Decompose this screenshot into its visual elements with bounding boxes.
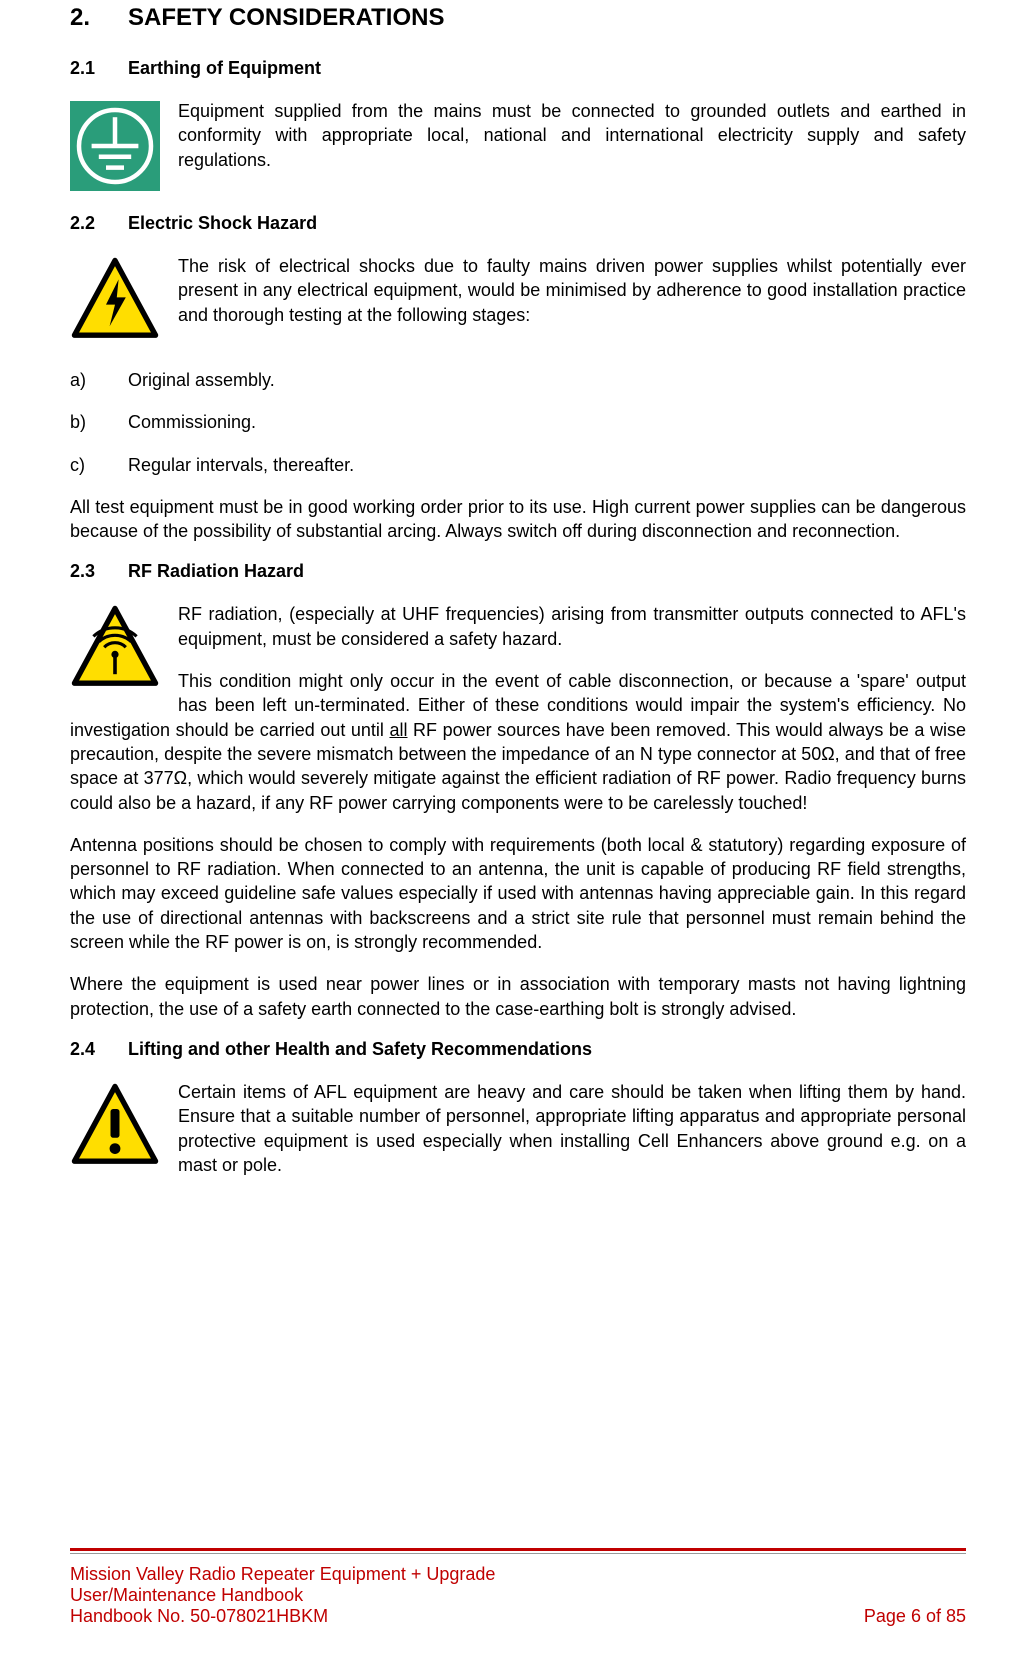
footer-rule-light <box>70 1553 966 1554</box>
heading-number: 2. <box>70 4 128 32</box>
shock-hazard-warning-icon <box>70 256 160 346</box>
list-item-a: a)Original assembly. <box>70 368 966 392</box>
subheading-title: Lifting and other Health and Safety Reco… <box>128 1039 592 1059</box>
s3-paragraph-3: Antenna positions should be chosen to co… <box>70 833 966 954</box>
subsection-heading-2-3: 2.3RF Radiation Hazard <box>70 561 966 582</box>
subheading-number: 2.2 <box>70 213 128 234</box>
subheading-number: 2.3 <box>70 561 128 582</box>
footer-rule-heavy <box>70 1548 966 1551</box>
subheading-title: Electric Shock Hazard <box>128 213 317 233</box>
subheading-title: RF Radiation Hazard <box>128 561 304 581</box>
footer-page-number: Page 6 of 85 <box>864 1606 966 1627</box>
s4-paragraph: Certain items of AFL equipment are heavy… <box>70 1080 966 1177</box>
list-item-c: c)Regular intervals, thereafter. <box>70 453 966 477</box>
heading-title: SAFETY CONSIDERATIONS <box>128 4 444 31</box>
footer-title-1: Mission Valley Radio Repeater Equipment … <box>70 1564 495 1585</box>
footer-title-2: User/Maintenance Handbook <box>70 1585 303 1606</box>
list-item-b: b)Commissioning. <box>70 410 966 434</box>
subheading-number: 2.4 <box>70 1039 128 1060</box>
s3-paragraph-4: Where the equipment is used near power l… <box>70 972 966 1021</box>
s2-paragraph-1: The risk of electrical shocks due to fau… <box>70 254 966 327</box>
s3-paragraph-2: This condition might only occur in the e… <box>70 669 966 815</box>
earth-safety-icon <box>70 101 160 191</box>
subsection-heading-2-1: 2.1Earthing of Equipment <box>70 58 966 79</box>
s1-paragraph: Equipment supplied from the mains must b… <box>70 99 966 172</box>
page-footer: Mission Valley Radio Repeater Equipment … <box>70 1548 966 1627</box>
rf-radiation-warning-icon <box>70 604 160 694</box>
footer-handbook-no: Handbook No. 50-078021HBKM <box>70 1606 328 1627</box>
subsection-heading-2-2: 2.2Electric Shock Hazard <box>70 213 966 234</box>
s3-paragraph-1: RF radiation, (especially at UHF frequen… <box>70 602 966 651</box>
subsection-heading-2-4: 2.4Lifting and other Health and Safety R… <box>70 1039 966 1060</box>
subheading-number: 2.1 <box>70 58 128 79</box>
subheading-title: Earthing of Equipment <box>128 58 321 78</box>
underlined-all: all <box>389 720 407 740</box>
section-heading: 2.SAFETY CONSIDERATIONS <box>70 4 966 32</box>
s2-paragraph-2: All test equipment must be in good worki… <box>70 495 966 544</box>
general-warning-icon <box>70 1082 160 1172</box>
